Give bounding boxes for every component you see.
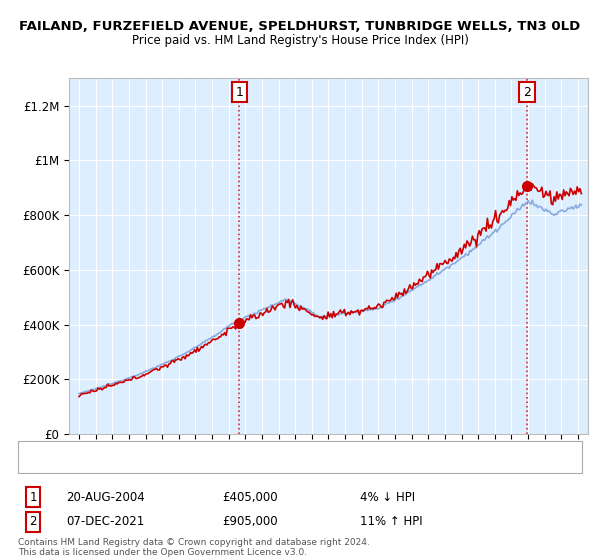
Text: 1: 1 bbox=[235, 86, 243, 99]
Text: £905,000: £905,000 bbox=[222, 515, 278, 529]
Text: ——: —— bbox=[27, 459, 55, 473]
Text: Contains HM Land Registry data © Crown copyright and database right 2024.
This d: Contains HM Land Registry data © Crown c… bbox=[18, 538, 370, 557]
Text: FAILAND, FURZEFIELD AVENUE, SPELDHURST, TUNBRIDGE WELLS, TN3 0LD: FAILAND, FURZEFIELD AVENUE, SPELDHURST, … bbox=[19, 20, 581, 32]
Text: 2: 2 bbox=[29, 515, 37, 529]
Text: 07-DEC-2021: 07-DEC-2021 bbox=[66, 515, 144, 529]
Text: 1: 1 bbox=[29, 491, 37, 504]
Text: £405,000: £405,000 bbox=[222, 491, 278, 504]
Text: HPI: Average price, detached house, Tunbridge Wells: HPI: Average price, detached house, Tunb… bbox=[63, 461, 338, 471]
Text: ——: —— bbox=[27, 443, 55, 457]
Text: 4% ↓ HPI: 4% ↓ HPI bbox=[360, 491, 415, 504]
Text: 20-AUG-2004: 20-AUG-2004 bbox=[66, 491, 145, 504]
Text: FAILAND, FURZEFIELD AVENUE, SPELDHURST, TUNBRIDGE WELLS, TN3 0LD (detached ho: FAILAND, FURZEFIELD AVENUE, SPELDHURST, … bbox=[63, 445, 526, 455]
Text: 2: 2 bbox=[523, 86, 531, 99]
Text: Price paid vs. HM Land Registry's House Price Index (HPI): Price paid vs. HM Land Registry's House … bbox=[131, 34, 469, 46]
Text: 11% ↑ HPI: 11% ↑ HPI bbox=[360, 515, 422, 529]
